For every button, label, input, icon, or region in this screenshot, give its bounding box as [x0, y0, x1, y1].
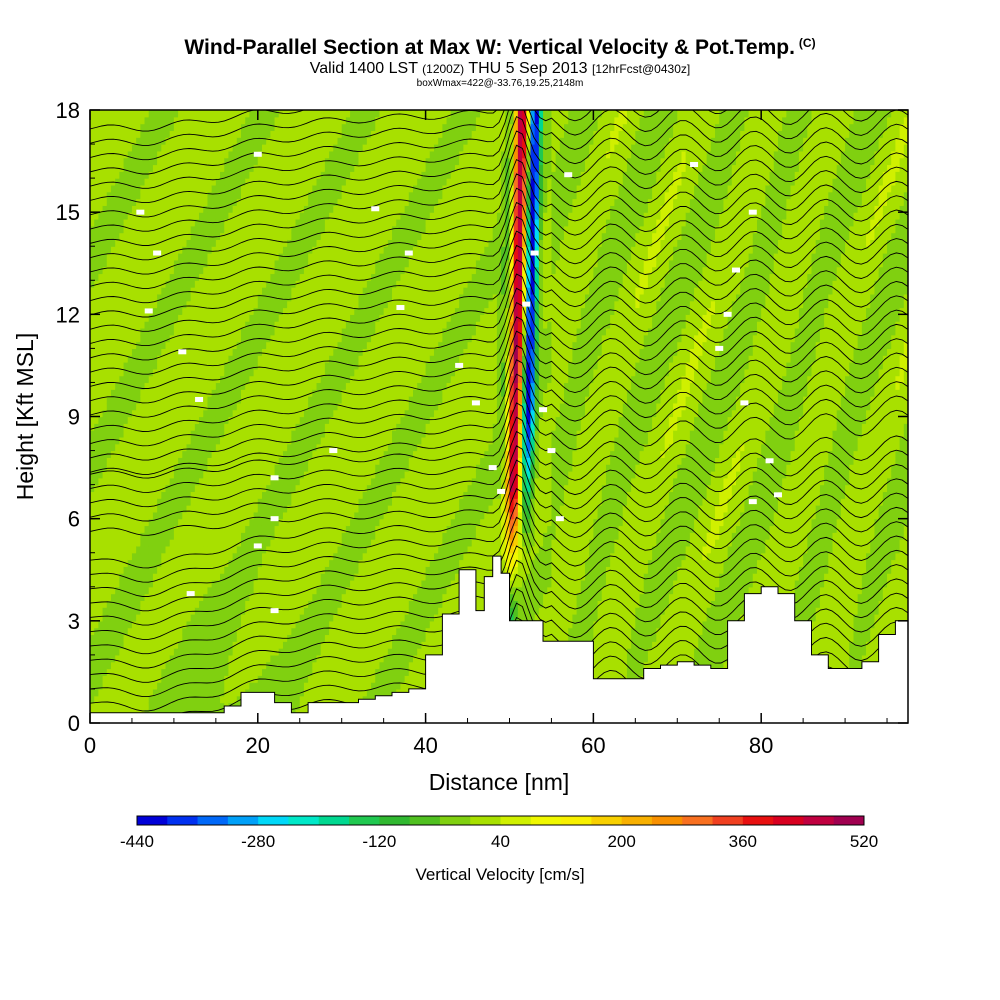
- y-tick-label: 12: [56, 302, 80, 327]
- theta-label: [178, 349, 186, 354]
- theta-label: [472, 400, 480, 405]
- theta-label: [724, 312, 732, 317]
- theta-label: [715, 346, 723, 351]
- theta-label: [153, 251, 161, 256]
- colorbar-swatch: [803, 816, 834, 825]
- theta-label: [774, 492, 782, 497]
- theta-label: [371, 206, 379, 211]
- theta-label: [749, 210, 757, 215]
- y-tick-label: 18: [56, 98, 80, 123]
- theta-label: [556, 516, 564, 521]
- theta-label: [522, 302, 530, 307]
- colorbar-swatch: [470, 816, 501, 825]
- theta-label: [396, 305, 404, 310]
- x-tick-label: 20: [246, 733, 270, 758]
- theta-label: [405, 251, 413, 256]
- y-tick-label: 0: [68, 711, 80, 736]
- colorbar-tick-label: -120: [362, 832, 396, 851]
- colorbar-swatch: [773, 816, 804, 825]
- colorbar-swatch: [349, 816, 380, 825]
- theta-label: [136, 210, 144, 215]
- colorbar-tick-label: 520: [850, 832, 878, 851]
- colorbar-tick-label: 200: [607, 832, 635, 851]
- theta-label: [749, 499, 757, 504]
- theta-label: [187, 591, 195, 596]
- y-tick-label: 15: [56, 200, 80, 225]
- theta-label: [547, 448, 555, 453]
- colorbar-swatch: [379, 816, 410, 825]
- theta-label: [732, 268, 740, 273]
- colorbar-swatch: [591, 816, 622, 825]
- colorbar-swatch: [288, 816, 319, 825]
- y-tick-label: 9: [68, 405, 80, 430]
- theta-label: [329, 448, 337, 453]
- colorbar-swatch: [167, 816, 198, 825]
- x-tick-label: 40: [413, 733, 437, 758]
- colorbar-title: Vertical Velocity [cm/s]: [415, 865, 584, 884]
- x-tick-label: 0: [84, 733, 96, 758]
- colorbar-swatch: [622, 816, 653, 825]
- colorbar-swatch: [743, 816, 774, 825]
- colorbar-tick-label: 360: [729, 832, 757, 851]
- theta-label: [539, 407, 547, 412]
- theta-label: [766, 458, 774, 463]
- y-tick-label: 6: [68, 507, 80, 532]
- chart-svg: 0 20 40 60 80 0 3 6 9 12 15 18 Distance [nm] Height […: [0, 0, 1000, 1000]
- theta-label: [489, 465, 497, 470]
- colorbar-swatch: [228, 816, 259, 825]
- colorbar-swatch: [501, 816, 532, 825]
- colorbar-swatch: [258, 816, 289, 825]
- theta-label: [740, 400, 748, 405]
- x-axis-title: Distance [nm]: [429, 769, 570, 795]
- y-tick-label: 3: [68, 609, 80, 634]
- theta-label: [271, 516, 279, 521]
- colorbar-swatch: [713, 816, 744, 825]
- colorbar-swatch: [198, 816, 229, 825]
- theta-label: [271, 608, 279, 613]
- colorbar-swatch: [440, 816, 471, 825]
- theta-label: [497, 489, 505, 494]
- colorbar-swatch: [531, 816, 562, 825]
- y-axis-title: Height [Kft MSL]: [12, 333, 38, 500]
- colorbar-swatch: [834, 816, 865, 825]
- theta-label: [564, 172, 572, 177]
- x-tick-label: 60: [581, 733, 605, 758]
- theta-label: [455, 363, 463, 368]
- x-tick-label: 80: [749, 733, 773, 758]
- colorbar-swatch: [410, 816, 441, 825]
- colorbar: -440 -280 -120 40 200 360 520 Vertical Velocity…: [120, 816, 878, 884]
- colorbar-swatch: [561, 816, 592, 825]
- theta-label: [254, 152, 262, 157]
- colorbar-tick-label: -440: [120, 832, 154, 851]
- colorbar-tick-label: -280: [241, 832, 275, 851]
- theta-label: [531, 251, 539, 256]
- colorbar-tick-label: 40: [491, 832, 510, 851]
- colorbar-swatch: [682, 816, 713, 825]
- colorbar-swatch: [137, 816, 168, 825]
- theta-label: [195, 397, 203, 402]
- theta-label: [271, 475, 279, 480]
- theta-label: [690, 162, 698, 167]
- colorbar-swatch: [652, 816, 683, 825]
- colorbar-swatch: [319, 816, 350, 825]
- theta-label: [254, 543, 262, 548]
- theta-label: [145, 308, 153, 313]
